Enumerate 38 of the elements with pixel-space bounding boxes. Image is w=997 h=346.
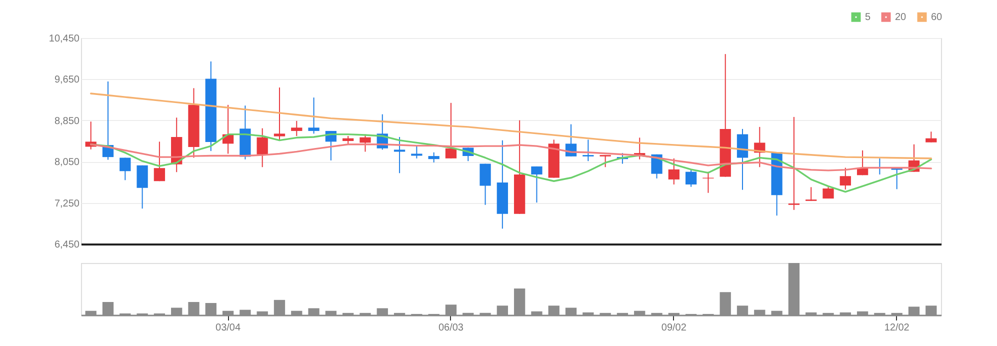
line-series — [90, 92, 932, 160]
legend-label: 5 — [865, 12, 871, 24]
candlestick — [582, 139, 594, 162]
candlestick — [685, 169, 697, 188]
candlestick — [411, 144, 422, 159]
y-tick-label: 7,250 — [54, 198, 80, 210]
candlestick — [806, 186, 817, 202]
candlestick — [736, 128, 748, 190]
candlestick — [822, 185, 834, 200]
legend-label: 60 — [931, 12, 943, 24]
candlestick — [668, 158, 680, 185]
candlestick — [291, 120, 302, 137]
x-tick-label: 09/02 — [661, 322, 687, 334]
candlestick — [360, 134, 371, 152]
legend-label: 20 — [895, 12, 907, 24]
y-tick-label: 8,850 — [54, 116, 80, 127]
y-tick-label: 9,650 — [54, 74, 80, 86]
y-tick-label: 6,450 — [54, 240, 80, 250]
y-tick-label: 10,450 — [48, 34, 80, 44]
candlestick — [788, 116, 800, 210]
candlestick — [308, 97, 320, 134]
y-tick-label: 8,050 — [54, 157, 80, 168]
candlestick — [840, 167, 851, 190]
candlestick — [256, 128, 268, 168]
candlestick — [600, 154, 611, 168]
candlestick — [394, 136, 406, 174]
x-tick-label: 12/02 — [884, 322, 910, 334]
candlestick — [154, 141, 166, 182]
candlestick — [428, 152, 440, 163]
candlestick — [926, 131, 937, 143]
candlestick — [531, 166, 542, 204]
candlestick — [480, 163, 491, 206]
candlestick — [120, 157, 131, 181]
candlestick — [274, 86, 286, 142]
x-tick-label: 03/04 — [216, 322, 241, 334]
candlestick — [445, 102, 457, 159]
candlestick — [136, 164, 148, 210]
x-tick-label: 06/03 — [438, 322, 464, 334]
